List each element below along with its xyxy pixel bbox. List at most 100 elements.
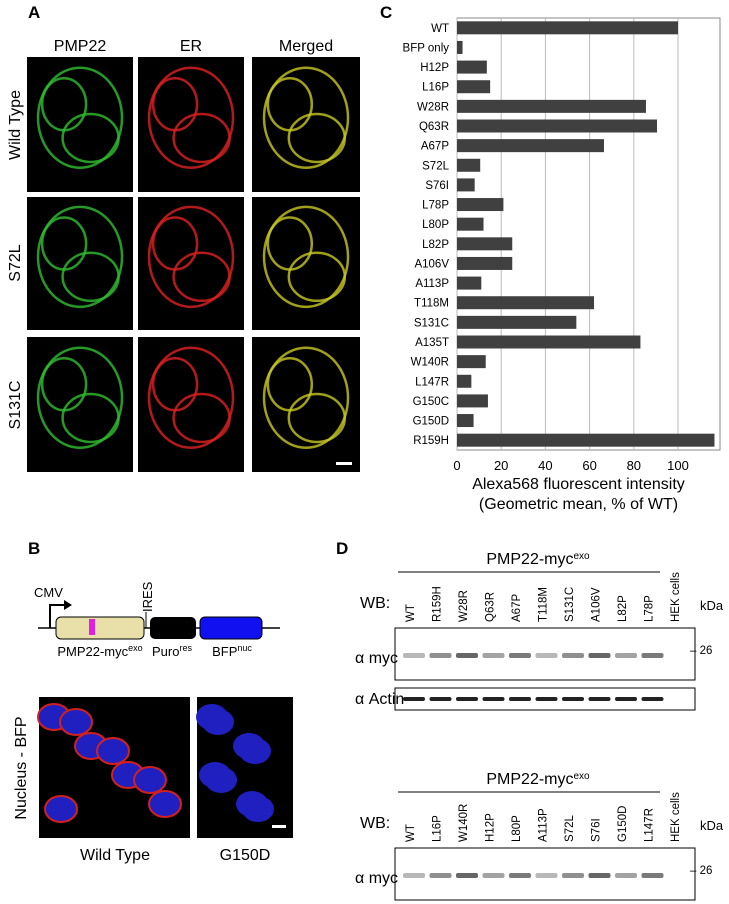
gene-label: PMP22-mycexo [57, 643, 142, 659]
bar [457, 139, 604, 153]
blot-title: PMP22-mycexo [486, 771, 590, 789]
blot-actin [394, 687, 696, 711]
bar [457, 80, 491, 94]
western-blots: PMP22-mycexo WT R159H W28R Q63R A67P T118M S131… [355, 551, 724, 901]
lane-label: G150D [617, 806, 629, 842]
y-tick-label: A135T [415, 337, 449, 349]
row-header: S131C [7, 381, 24, 430]
x-tick-label: 100 [667, 458, 689, 473]
bar [457, 414, 474, 428]
lane-label: HEK cells [670, 792, 682, 842]
bar [457, 237, 513, 251]
y-tick-label: G150C [413, 396, 449, 408]
lane-label: S131C [564, 587, 576, 622]
column-header: ER [180, 38, 202, 55]
micrograph [138, 197, 244, 330]
bar [457, 296, 595, 310]
panel-label: D [336, 539, 348, 558]
y-tick-label: Q63R [419, 121, 449, 133]
lane-label: H12P [485, 813, 497, 842]
side-label: Nucleus - BFP [13, 716, 30, 819]
bar [457, 21, 679, 35]
y-tick-label: T118M [414, 298, 449, 310]
antibody-label: α myc [355, 870, 398, 887]
lane-label: T118M [538, 587, 550, 622]
lane-label: WT [405, 604, 417, 622]
panel-label: B [28, 539, 40, 558]
lane-label: A106V [591, 587, 603, 622]
lane-label: W140R [458, 804, 470, 842]
y-tick-label: G150D [413, 416, 449, 428]
y-tick-label: L147R [415, 376, 449, 388]
y-tick-label: WT [431, 23, 449, 35]
micrograph [252, 197, 360, 330]
gene-label: Purores [152, 643, 192, 659]
lane-label: A67P [511, 594, 523, 622]
antibody-label: α Actin [355, 691, 404, 708]
marker-label: – 26 [690, 645, 712, 657]
scale-bar [336, 462, 352, 465]
bar [457, 40, 463, 54]
wb-label: WB: [360, 815, 390, 832]
x-tick-label: 20 [494, 458, 508, 473]
x-axis-label: (Geometric mean, % of WT) [479, 496, 678, 513]
y-tick-label: BFP only [403, 42, 450, 54]
bar [457, 335, 641, 349]
bar [457, 119, 658, 133]
y-tick-label: S72L [422, 160, 449, 172]
lane-label: S72L [564, 815, 576, 842]
bar [457, 178, 475, 192]
lane-label: S76I [591, 818, 603, 842]
plot-frame [456, 17, 721, 451]
y-tick-label: L78P [422, 200, 449, 212]
lane-label: Q63R [485, 592, 497, 622]
lane-label: L147R [644, 808, 656, 842]
y-tick-label: W28R [417, 101, 449, 113]
lane-label: WT [405, 824, 417, 842]
blot-title: PMP22-mycexo [486, 551, 590, 569]
bar [457, 355, 486, 369]
lane-label: L80P [511, 815, 523, 842]
x-tick-label: 80 [627, 458, 641, 473]
x-tick-label: 40 [538, 458, 552, 473]
y-tick-label: R159H [413, 435, 449, 447]
y-tick-label: S76I [425, 180, 449, 192]
column-header: Merged [279, 38, 333, 55]
y-tick-label: H12P [420, 62, 449, 74]
gene-label: BFPnuc [212, 643, 252, 659]
bar [457, 198, 504, 212]
lane-label: L78P [644, 595, 656, 622]
image-label: G150D [220, 847, 271, 864]
y-tick-label: S131C [414, 317, 449, 329]
micrographs [27, 57, 360, 838]
ires: IRES [140, 581, 155, 612]
wb-label: WB: [360, 595, 390, 612]
micrograph [252, 57, 360, 192]
lane-label: R159H [432, 586, 444, 622]
micrograph [138, 337, 244, 472]
bar [457, 217, 484, 231]
bar [457, 315, 577, 329]
kda-label: kDa [700, 818, 724, 833]
lane-label: HEK cells [670, 572, 682, 622]
construct-diagram [38, 600, 280, 640]
bar [457, 60, 487, 74]
y-tick-label: L80P [422, 219, 449, 231]
micrograph [138, 57, 244, 192]
blot-myc [394, 847, 696, 901]
micrograph [252, 337, 360, 472]
x-axis-label: Alexa568 fluorescent intensity [472, 476, 685, 493]
bar [457, 374, 472, 388]
marker-label: – 26 [690, 865, 712, 877]
promoter: CMV [34, 585, 63, 600]
column-header: PMP22 [54, 38, 107, 55]
lane-label: L16P [432, 815, 444, 842]
antibody-label: α myc [355, 650, 398, 667]
lane-label: L82P [617, 595, 629, 622]
y-tick-label: L16P [422, 82, 449, 94]
panel-label: A [28, 3, 40, 22]
y-tick-label: A67P [421, 141, 449, 153]
y-tick-label: L82P [422, 239, 449, 251]
blot-myc [394, 627, 696, 681]
